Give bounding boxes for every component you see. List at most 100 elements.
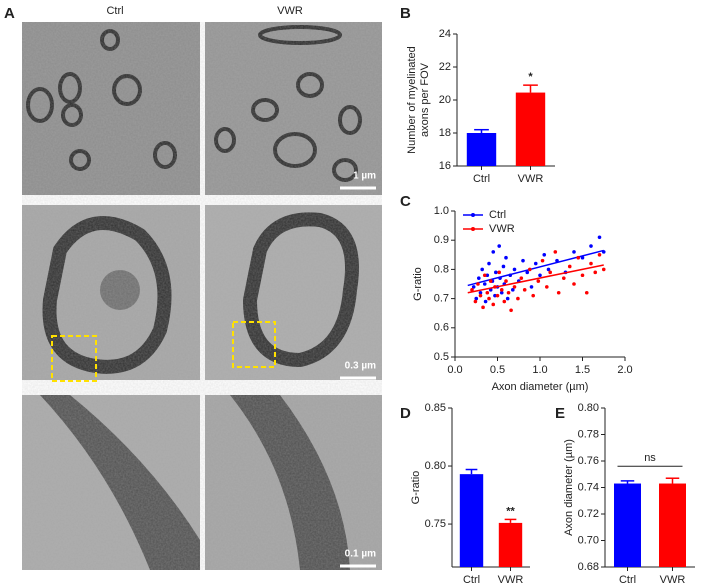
scatter-point xyxy=(491,250,496,254)
bar xyxy=(614,483,641,567)
column-label: VWR xyxy=(277,5,303,17)
legend-label: VWR xyxy=(489,223,515,235)
legend-marker xyxy=(471,213,475,217)
y-tick-label: 20 xyxy=(439,94,451,106)
scatter-point xyxy=(531,293,535,298)
scatter-point xyxy=(501,264,506,269)
scatter-point xyxy=(485,290,490,295)
scatter-point xyxy=(533,261,538,266)
y-tick-label: 0.5 xyxy=(434,351,449,363)
x-tick-label: 0.5 xyxy=(490,364,505,376)
scatter-point xyxy=(481,305,485,310)
fit-line xyxy=(467,249,604,287)
x-tick-label: Ctrl xyxy=(473,173,490,185)
scatter-point xyxy=(589,261,593,266)
significance-label: ** xyxy=(506,505,515,517)
scatter-point xyxy=(584,290,589,295)
scatter-point xyxy=(546,267,551,272)
scatter-point xyxy=(567,264,572,269)
scatter-point xyxy=(471,285,476,289)
scatter-point xyxy=(502,299,507,304)
x-tick-label: Ctrl xyxy=(619,574,636,583)
panel-label: E xyxy=(555,405,565,422)
y-tick-label: 0.9 xyxy=(434,234,449,246)
scatter-point xyxy=(504,279,508,283)
y-tick-label: 0.70 xyxy=(578,534,599,546)
x-tick-label: 2.0 xyxy=(617,364,632,376)
scatter-point xyxy=(487,296,491,301)
y-tick-label: 0.75 xyxy=(425,518,446,530)
scatter-point xyxy=(473,299,478,304)
scale-bar-label: 0.3 µm xyxy=(345,361,376,372)
scatter-point xyxy=(488,279,493,283)
y-tick-label: 0.80 xyxy=(578,402,599,414)
panel-label: D xyxy=(400,405,411,422)
fit-line xyxy=(467,264,604,294)
scatter-point xyxy=(548,270,552,275)
scale-bar-label: 0.1 µm xyxy=(345,549,376,560)
scatter-point xyxy=(572,282,576,286)
scatter-point xyxy=(576,255,581,260)
scatter-point xyxy=(516,296,520,301)
y-tick-label: 0.85 xyxy=(425,402,446,414)
y-axis-label: G-ratio xyxy=(410,471,422,505)
y-tick-label: 0.76 xyxy=(578,455,599,467)
y-tick-label: 0.7 xyxy=(434,293,449,305)
y-tick-label: 24 xyxy=(439,28,451,40)
y-tick-label: 16 xyxy=(439,160,451,172)
scatter-point xyxy=(478,290,483,295)
bar xyxy=(466,133,497,166)
scatter-point xyxy=(495,293,500,298)
legend-label: Ctrl xyxy=(489,209,506,221)
panel-label: A xyxy=(4,5,15,22)
scatter-point xyxy=(478,293,483,298)
scatter-point xyxy=(512,267,517,272)
scatter-point xyxy=(538,273,542,278)
y-axis-label: G-ratio xyxy=(412,267,424,301)
scatter-point xyxy=(562,276,566,280)
y-tick-label: 0.8 xyxy=(434,263,449,275)
scatter-point xyxy=(601,267,606,272)
y-axis-label: axons per FOV xyxy=(419,62,431,137)
scatter-point xyxy=(487,261,491,266)
x-tick-label: Ctrl xyxy=(463,574,480,583)
scatter-point xyxy=(470,288,474,292)
scale-bar-label: 1 µm xyxy=(353,171,376,182)
x-tick-label: 1.5 xyxy=(575,364,590,376)
scatter-point xyxy=(529,285,534,289)
scatter-point xyxy=(511,288,515,292)
scatter-point xyxy=(542,253,547,257)
scatter-point xyxy=(597,235,602,240)
y-tick-label: 0.72 xyxy=(578,508,599,520)
scatter-point xyxy=(482,282,487,286)
grain xyxy=(22,22,382,570)
zoom-box xyxy=(232,321,276,368)
y-tick-label: 22 xyxy=(439,61,451,73)
x-tick-label: VWR xyxy=(518,173,544,185)
x-axis-label: Axon diameter (µm) xyxy=(492,381,589,393)
scatter-point xyxy=(482,273,487,278)
scatter-point xyxy=(545,285,549,289)
scatter-point xyxy=(521,258,525,263)
scatter-point xyxy=(506,290,511,295)
zoom-box xyxy=(51,335,97,382)
scatter-point xyxy=(504,255,508,260)
scatter-point xyxy=(483,299,488,304)
bar xyxy=(659,483,686,567)
scatter-point xyxy=(519,276,524,280)
scatter-point xyxy=(505,296,510,301)
x-tick-label: 1.0 xyxy=(532,364,547,376)
bar xyxy=(459,474,484,567)
panel-label: C xyxy=(400,193,411,210)
scatter-point xyxy=(499,290,504,295)
legend-marker xyxy=(471,227,475,231)
scatter-point xyxy=(493,293,497,298)
panel-label: B xyxy=(400,5,411,22)
scatter-point xyxy=(509,308,513,313)
scatter-point xyxy=(512,285,517,289)
scatter-point xyxy=(476,282,480,286)
scatter-point xyxy=(597,253,602,257)
scatter-point xyxy=(491,302,496,307)
